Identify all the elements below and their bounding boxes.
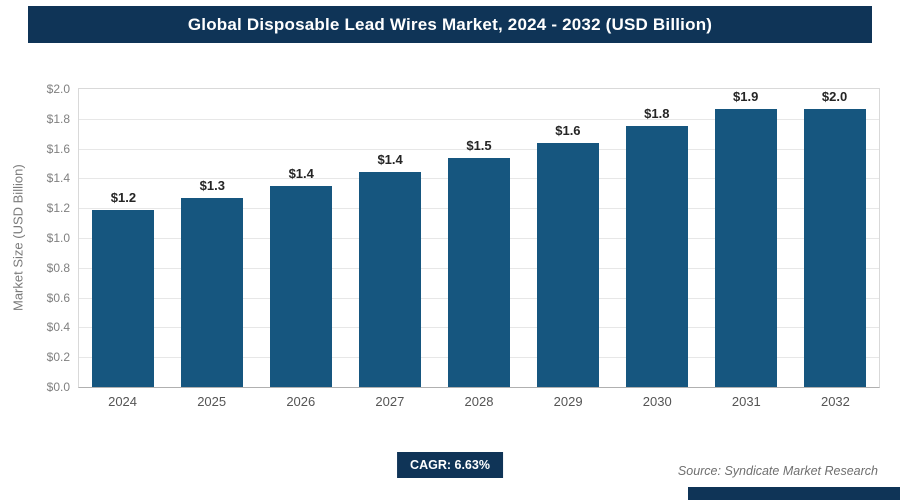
x-tick-label: 2029 bbox=[553, 394, 583, 409]
bar bbox=[536, 142, 599, 387]
x-tick-label: 2032 bbox=[820, 394, 850, 409]
bar-value-label: $1.6 bbox=[555, 122, 581, 138]
footer-strip bbox=[688, 487, 900, 500]
bar-value-label: $1.4 bbox=[377, 152, 403, 168]
gridline bbox=[79, 148, 879, 150]
bar bbox=[92, 209, 155, 387]
x-tick-label: 2030 bbox=[642, 394, 672, 409]
bar-group: $1.5 bbox=[435, 89, 524, 387]
y-tick-label: $1.8 bbox=[46, 111, 70, 126]
bar bbox=[625, 126, 688, 387]
bar-value-label: $1.9 bbox=[733, 89, 759, 104]
y-tick-label: $1.0 bbox=[46, 231, 70, 245]
x-axis-labels: 2024 2025 2026 2027 2028 2029 2030 2031 2032 bbox=[78, 394, 880, 409]
title-bar: Global Disposable Lead Wires Market, 202… bbox=[28, 6, 872, 43]
bar-value-label: $1.4 bbox=[288, 165, 314, 181]
bar bbox=[803, 109, 866, 387]
bar-value-label: $1.5 bbox=[466, 137, 492, 153]
bars-container: $1.2 $1.3 $1.4 $1.4 $1.5 $1.6 $1.8 $1.9 $2.0 bbox=[79, 89, 879, 387]
x-tick-label: 2024 bbox=[108, 394, 138, 409]
y-tick-label: $0.8 bbox=[46, 260, 70, 275]
bar-group: $1.4 bbox=[346, 89, 435, 387]
bar-value-label: $1.8 bbox=[644, 106, 670, 122]
y-tick-label: $0.2 bbox=[46, 350, 70, 365]
x-tick-label: 2028 bbox=[464, 394, 494, 409]
bar bbox=[270, 185, 333, 387]
source-text: Source: Syndicate Market Research bbox=[677, 464, 878, 478]
x-tick-label: 2027 bbox=[375, 394, 405, 409]
bar bbox=[448, 157, 510, 387]
x-tick-label: 2025 bbox=[197, 394, 227, 409]
bar-group: $1.3 bbox=[168, 89, 257, 387]
y-tick-label: $1.4 bbox=[46, 171, 70, 186]
y-tick-label: $0.0 bbox=[46, 380, 70, 394]
plot-area: $1.2 $1.3 $1.4 $1.4 $1.5 $1.6 $1.8 $1.9 $2.0 bbox=[78, 88, 880, 388]
chart-title: Global Disposable Lead Wires Market, 202… bbox=[187, 14, 713, 34]
bar-value-label: $1.3 bbox=[199, 177, 225, 193]
y-tick-label: $1.6 bbox=[46, 141, 70, 156]
x-tick-label: 2031 bbox=[731, 394, 761, 409]
bar-group: $1.2 bbox=[79, 89, 168, 387]
bar bbox=[714, 109, 777, 387]
bar-group: $1.6 bbox=[523, 89, 612, 387]
y-tick-label: $0.6 bbox=[46, 290, 70, 305]
bar-group: $2.0 bbox=[790, 89, 879, 387]
y-tick-label: $1.2 bbox=[46, 201, 70, 216]
bar-value-label: $1.2 bbox=[110, 189, 137, 205]
y-axis: $0.0 $0.2 $0.4 $0.6 $0.8 $1.0 $1.2 $1.4 $1.6 $1.8… bbox=[28, 82, 74, 394]
cagr-badge: CAGR: 6.63% bbox=[397, 452, 503, 478]
x-tick-label: 2026 bbox=[286, 394, 316, 409]
bar-group: $1.4 bbox=[257, 89, 346, 387]
bar-value-label: $2.0 bbox=[821, 89, 848, 104]
gridline bbox=[79, 118, 879, 120]
y-tick-label: $2.0 bbox=[46, 82, 70, 96]
bar bbox=[359, 172, 422, 387]
bar bbox=[181, 197, 244, 387]
bar-group: $1.8 bbox=[612, 89, 701, 387]
y-tick-label: $0.4 bbox=[46, 320, 70, 335]
bar-group: $1.9 bbox=[701, 89, 790, 387]
